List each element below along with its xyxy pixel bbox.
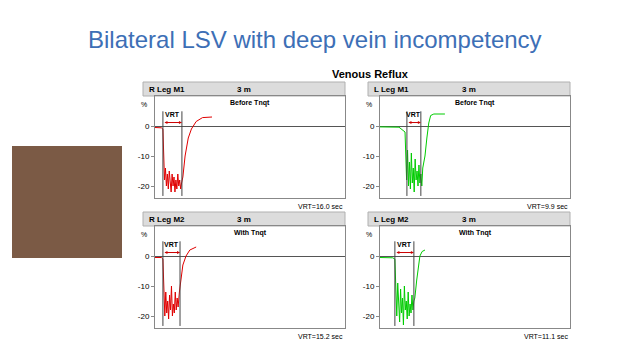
svg-text:Before Tnqt: Before Tnqt [230, 99, 270, 107]
svg-text:With Tnqt: With Tnqt [234, 229, 267, 237]
svg-text:VRT: VRT [406, 111, 421, 118]
svg-text:-20: -20 [138, 312, 150, 321]
svg-text:%: % [366, 231, 372, 238]
svg-text:-20: -20 [138, 182, 150, 191]
svg-text:-10: -10 [138, 282, 150, 291]
svg-text:3 m: 3 m [237, 215, 251, 224]
svg-text:Before Tnqt: Before Tnqt [455, 99, 495, 107]
svg-text:L Leg M2: L Leg M2 [374, 215, 409, 224]
svg-text:0: 0 [145, 122, 150, 131]
svg-text:-10: -10 [363, 282, 375, 291]
svg-text:VRT=11.1 sec: VRT=11.1 sec [524, 333, 568, 340]
svg-text:VRT: VRT [165, 111, 180, 118]
svg-text:-10: -10 [138, 152, 150, 161]
svg-text:%: % [366, 101, 372, 108]
svg-text:0: 0 [370, 122, 375, 131]
svg-text:-10: -10 [363, 152, 375, 161]
svg-text:VRT: VRT [397, 241, 412, 248]
svg-text:VRT=9.9 sec: VRT=9.9 sec [527, 203, 568, 210]
svg-text:With Tnqt: With Tnqt [459, 229, 492, 237]
svg-text:Venous Reflux: Venous Reflux [332, 68, 409, 80]
svg-text:-20: -20 [363, 182, 375, 191]
svg-text:VRT=15.2 sec: VRT=15.2 sec [298, 333, 343, 340]
svg-text:%: % [141, 231, 147, 238]
svg-text:-20: -20 [363, 312, 375, 321]
svg-text:%: % [141, 101, 147, 108]
svg-text:3 m: 3 m [462, 85, 476, 94]
svg-text:3 m: 3 m [462, 215, 476, 224]
svg-text:R Leg M2: R Leg M2 [149, 215, 185, 224]
svg-text:0: 0 [370, 252, 375, 261]
svg-text:Bilateral LSV with deep vein i: Bilateral LSV with deep vein incompetenc… [88, 26, 542, 53]
svg-text:VRT=16.0 sec: VRT=16.0 sec [298, 203, 343, 210]
svg-text:3 m: 3 m [237, 85, 251, 94]
svg-text:0: 0 [145, 252, 150, 261]
svg-text:R Leg M1: R Leg M1 [149, 85, 185, 94]
svg-text:L Leg M1: L Leg M1 [374, 85, 409, 94]
svg-text:VRT: VRT [164, 241, 179, 248]
